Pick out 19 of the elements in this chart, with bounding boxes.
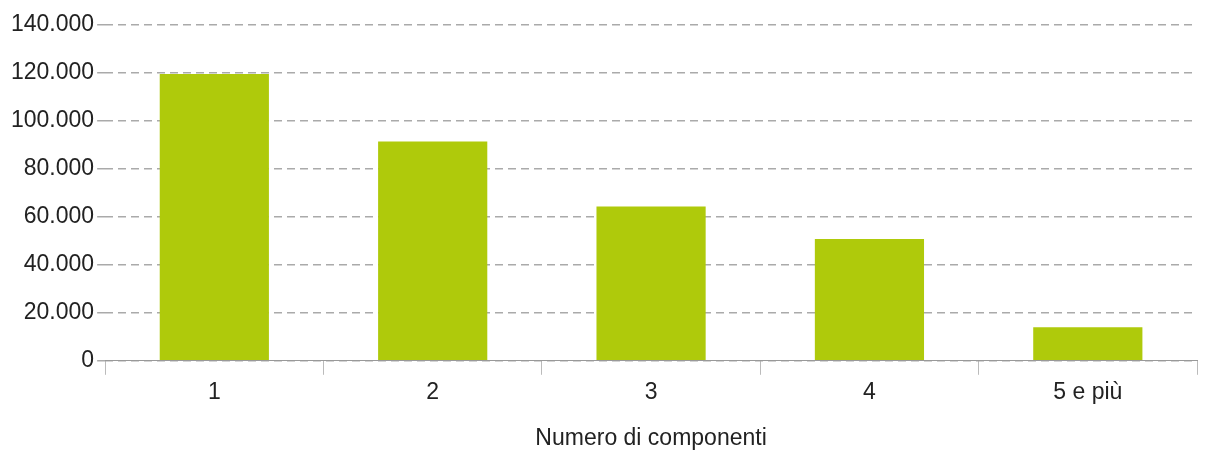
x-tick-label: 2 bbox=[426, 377, 440, 404]
bar bbox=[159, 74, 269, 361]
bar bbox=[596, 206, 706, 361]
y-tick-label: 80.000 bbox=[23, 154, 95, 181]
y-tick-label: 100.000 bbox=[11, 106, 95, 133]
y-tick-label: 40.000 bbox=[23, 250, 95, 277]
x-tick-label: 3 bbox=[644, 377, 658, 404]
bar bbox=[378, 141, 488, 361]
x-tick-label: 5 e più bbox=[1053, 377, 1123, 404]
y-tick-label: 140.000 bbox=[11, 10, 95, 37]
y-tick-label: 20.000 bbox=[23, 298, 95, 325]
y-tick-label: 120.000 bbox=[11, 58, 95, 85]
y-tick-label: 0 bbox=[81, 346, 95, 373]
bar bbox=[1033, 327, 1143, 361]
x-tick-label: 1 bbox=[207, 377, 221, 404]
bar bbox=[814, 238, 925, 361]
x-tick-label: 4 bbox=[863, 377, 877, 404]
y-tick-label: 60.000 bbox=[23, 202, 95, 229]
x-axis-title: Numero di componenti bbox=[535, 423, 767, 450]
